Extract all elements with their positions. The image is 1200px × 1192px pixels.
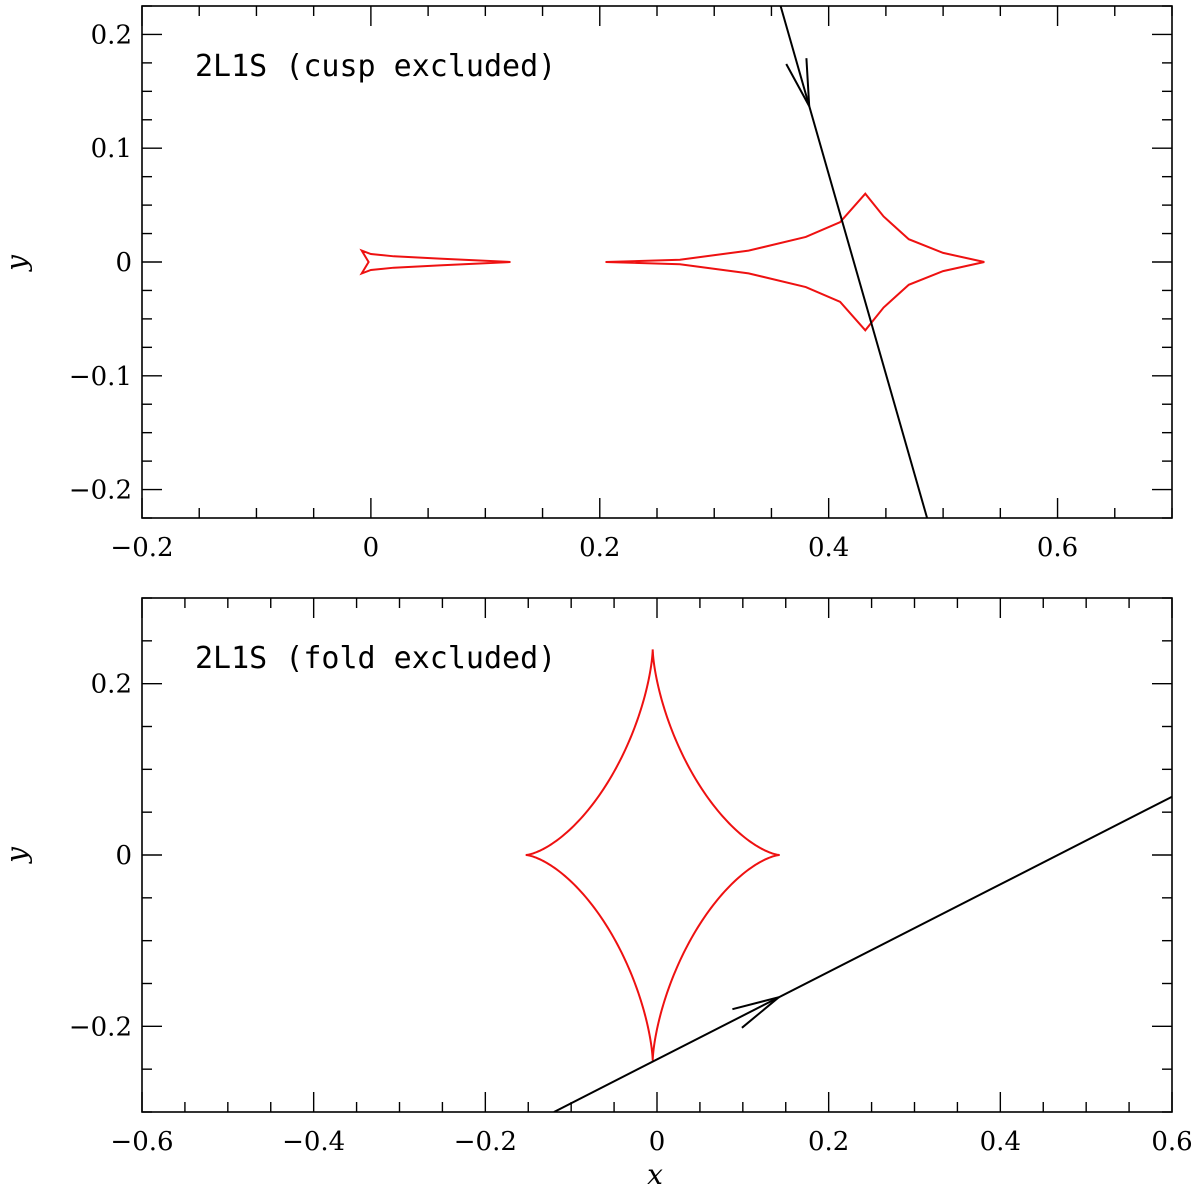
x-tick-label: −0.2	[110, 533, 173, 563]
panel2-x-axis-label: x	[647, 1158, 663, 1191]
x-tick-label: −0.4	[282, 1127, 345, 1157]
panel2-title: 2L1S (fold excluded)	[195, 641, 556, 676]
x-tick-label: 0.4	[980, 1127, 1021, 1157]
panel-fold-excluded: −0.6 −0.4 −0.2 0 0.2 0.4 0.6 −0.2 0 0.2 2L1S (fol…	[0, 597, 1193, 1191]
caustic-curve-astroid	[525, 649, 780, 1061]
x-tick-label: 0.6	[1037, 533, 1078, 563]
trajectory-arrow	[785, 58, 811, 107]
y-tick-label: 0.1	[91, 134, 132, 164]
source-trajectory	[779, 6, 929, 518]
source-trajectory	[553, 795, 1172, 1112]
x-tick-label: 0.4	[808, 533, 849, 563]
y-tick-label: −0.1	[69, 362, 132, 392]
panel2-y-axis-label: y	[0, 846, 33, 865]
y-tick-label: 0.2	[91, 670, 132, 700]
caustic-curve-small-cusp	[359, 248, 511, 276]
trajectory-arrow	[732, 996, 780, 1029]
y-tick-label: 0	[115, 841, 132, 871]
panel2-ticks: −0.6 −0.4 −0.2 0 0.2 0.4 0.6 −0.2 0 0.2	[69, 597, 1193, 1157]
y-tick-label: 0	[115, 248, 132, 278]
panel1-ticks: −0.2 0 0.2 0.4 0.6 −0.2 −0.1 0 0.1 0.2	[69, 5, 1173, 563]
x-tick-label: 0.6	[1151, 1127, 1192, 1157]
x-tick-label: 0.2	[579, 533, 620, 563]
x-tick-label: 0.2	[808, 1127, 849, 1157]
panel-cusp-excluded: −0.2 0 0.2 0.4 0.6 −0.2 −0.1 0 0.1 0.2 2L1S (cusp…	[0, 5, 1173, 563]
panel1-marks	[359, 6, 985, 518]
x-tick-label: −0.6	[110, 1127, 173, 1157]
y-tick-label: −0.2	[69, 476, 132, 506]
y-tick-label: −0.2	[69, 1012, 132, 1042]
panel2-marks	[525, 649, 1172, 1112]
panel1-y-axis-label: y	[0, 254, 33, 273]
y-tick-label: 0.2	[91, 20, 132, 50]
x-tick-label: 0	[649, 1127, 666, 1157]
caustic-curve-central-astroid	[605, 192, 985, 332]
x-tick-label: −0.2	[454, 1127, 517, 1157]
x-tick-label: 0	[363, 533, 380, 563]
panel1-title: 2L1S (cusp excluded)	[195, 49, 556, 84]
